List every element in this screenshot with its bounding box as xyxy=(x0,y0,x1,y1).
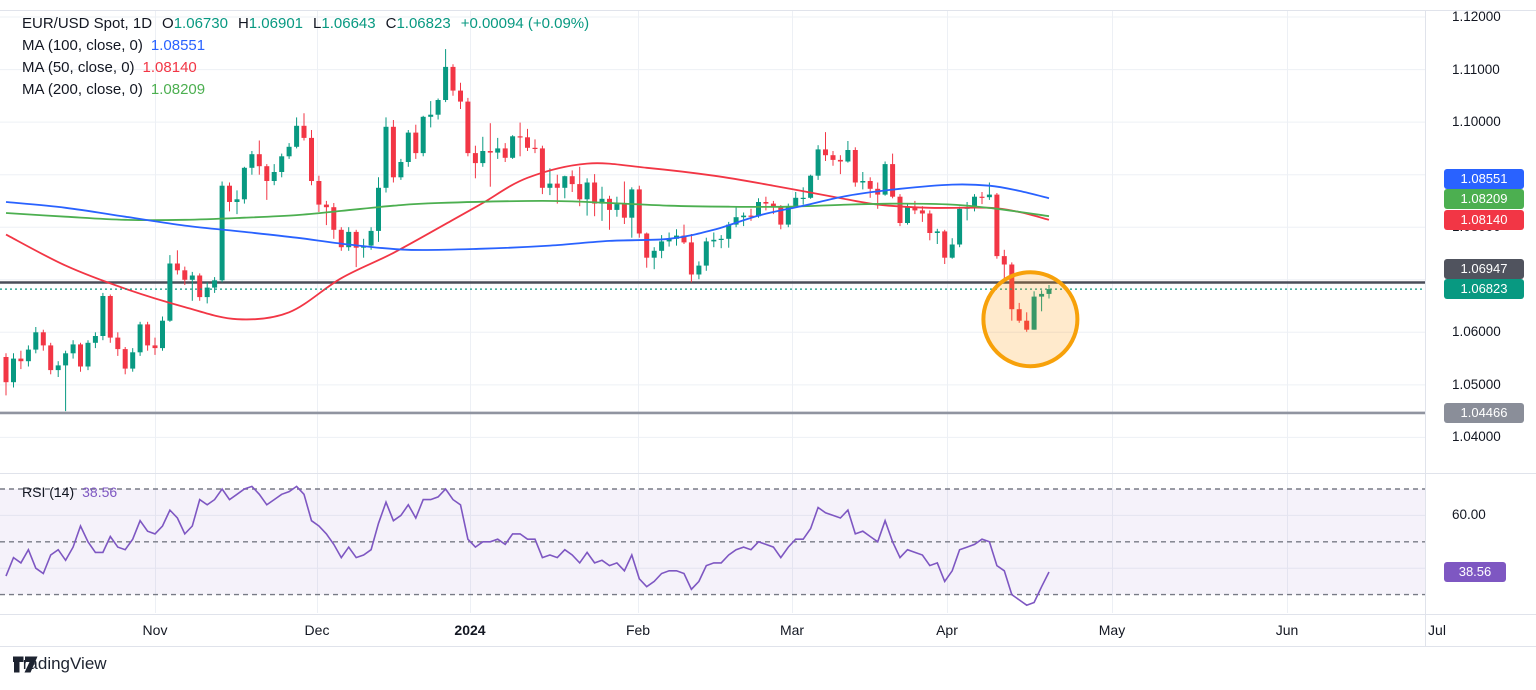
ma50-value: 1.08140 xyxy=(142,59,197,76)
ma200-line xyxy=(5,199,1050,222)
close-value: 1.06823 xyxy=(396,15,451,32)
highlight-circle-annotation[interactable] xyxy=(981,270,1080,369)
ma100-label: MA (100, close, 0) xyxy=(22,37,143,54)
price-tick-label: 1.06000 xyxy=(1452,324,1501,340)
rsi-legend-row[interactable]: RSI (14) 38.56 xyxy=(22,484,117,500)
low-label: L xyxy=(313,15,322,32)
price-tick-label: 1.11000 xyxy=(1452,61,1500,77)
time-axis-label-mar: Mar xyxy=(779,622,805,638)
price-badge: 1.08209 xyxy=(1444,189,1524,210)
symbol-row[interactable]: EUR/USD Spot, 1D O1.06730 H1.06901 L1.06643… xyxy=(22,13,589,35)
ma200-label: MA (200, close, 0) xyxy=(22,81,143,98)
high-label: H xyxy=(237,15,249,32)
price-tick-label: 1.05000 xyxy=(1452,376,1501,392)
time-axis-label-dec: Dec xyxy=(304,622,330,638)
time-axis-label-nov: Nov xyxy=(142,622,168,638)
price-badge: 1.04466 xyxy=(1444,402,1524,423)
time-axis[interactable]: Nov Dec 2024 Feb Mar Apr May Jun Jul xyxy=(0,614,1536,646)
ma100-legend-row[interactable]: MA (100, close, 0) 1.08551 xyxy=(22,35,589,57)
time-axis-label-2024: 2024 xyxy=(454,622,486,638)
ma200-legend-row[interactable]: MA (200, close, 0) 1.08209 xyxy=(22,79,589,101)
time-axis-label-may: May xyxy=(1098,622,1126,638)
rsi-line xyxy=(5,485,1050,607)
ma200-value: 1.08209 xyxy=(150,81,206,98)
price-tick-label: 1.10000 xyxy=(1452,114,1501,130)
symbol-title[interactable]: EUR/USD Spot, 1D xyxy=(22,15,153,32)
open-value: 1.06730 xyxy=(173,15,228,32)
price-badge: 1.08551 xyxy=(1444,169,1524,190)
change-value: +0.00094 (+0.09%) xyxy=(460,15,590,32)
tradingview-logo[interactable]: TradingView xyxy=(13,654,107,674)
open-label: O xyxy=(162,15,174,32)
rsi-value: 38.56 xyxy=(82,484,118,500)
price-badge: 1.06823 xyxy=(1444,279,1524,300)
ma50-legend-row[interactable]: MA (50, close, 0) 1.08140 xyxy=(22,57,589,79)
high-value: 1.06901 xyxy=(248,15,304,32)
price-tick-label: 1.12000 xyxy=(1452,9,1501,24)
candles-layer xyxy=(3,49,1052,412)
price-axis[interactable]: 1.120001.110001.100001.090001.080001.070… xyxy=(1425,0,1536,646)
close-label: C xyxy=(385,15,397,32)
rsi-label: RSI (14) xyxy=(22,484,75,500)
time-axis-label-apr: Apr xyxy=(936,622,958,638)
ma100-line xyxy=(5,183,1050,251)
rsi-value-badge: 38.56 xyxy=(1444,562,1506,582)
low-value: 1.06643 xyxy=(321,15,376,32)
price-badge: 1.06947 xyxy=(1444,258,1524,279)
tradingview-logo-icon xyxy=(13,656,38,673)
time-axis-label-jun: Jun xyxy=(1275,622,1299,638)
time-axis-label-jul: Jul xyxy=(1428,622,1446,638)
price-badge: 1.08140 xyxy=(1444,209,1524,230)
time-axis-label-feb: Feb xyxy=(625,622,651,638)
ma100-value: 1.08551 xyxy=(150,37,206,54)
chart-legend: EUR/USD Spot, 1D O1.06730 H1.06901 L1.06643… xyxy=(22,13,589,101)
ma50-line xyxy=(5,162,1050,321)
ma50-label: MA (50, close, 0) xyxy=(22,59,135,76)
rsi-tick-label: 60.00 xyxy=(1452,507,1486,523)
price-tick-label: 1.04000 xyxy=(1452,429,1501,445)
